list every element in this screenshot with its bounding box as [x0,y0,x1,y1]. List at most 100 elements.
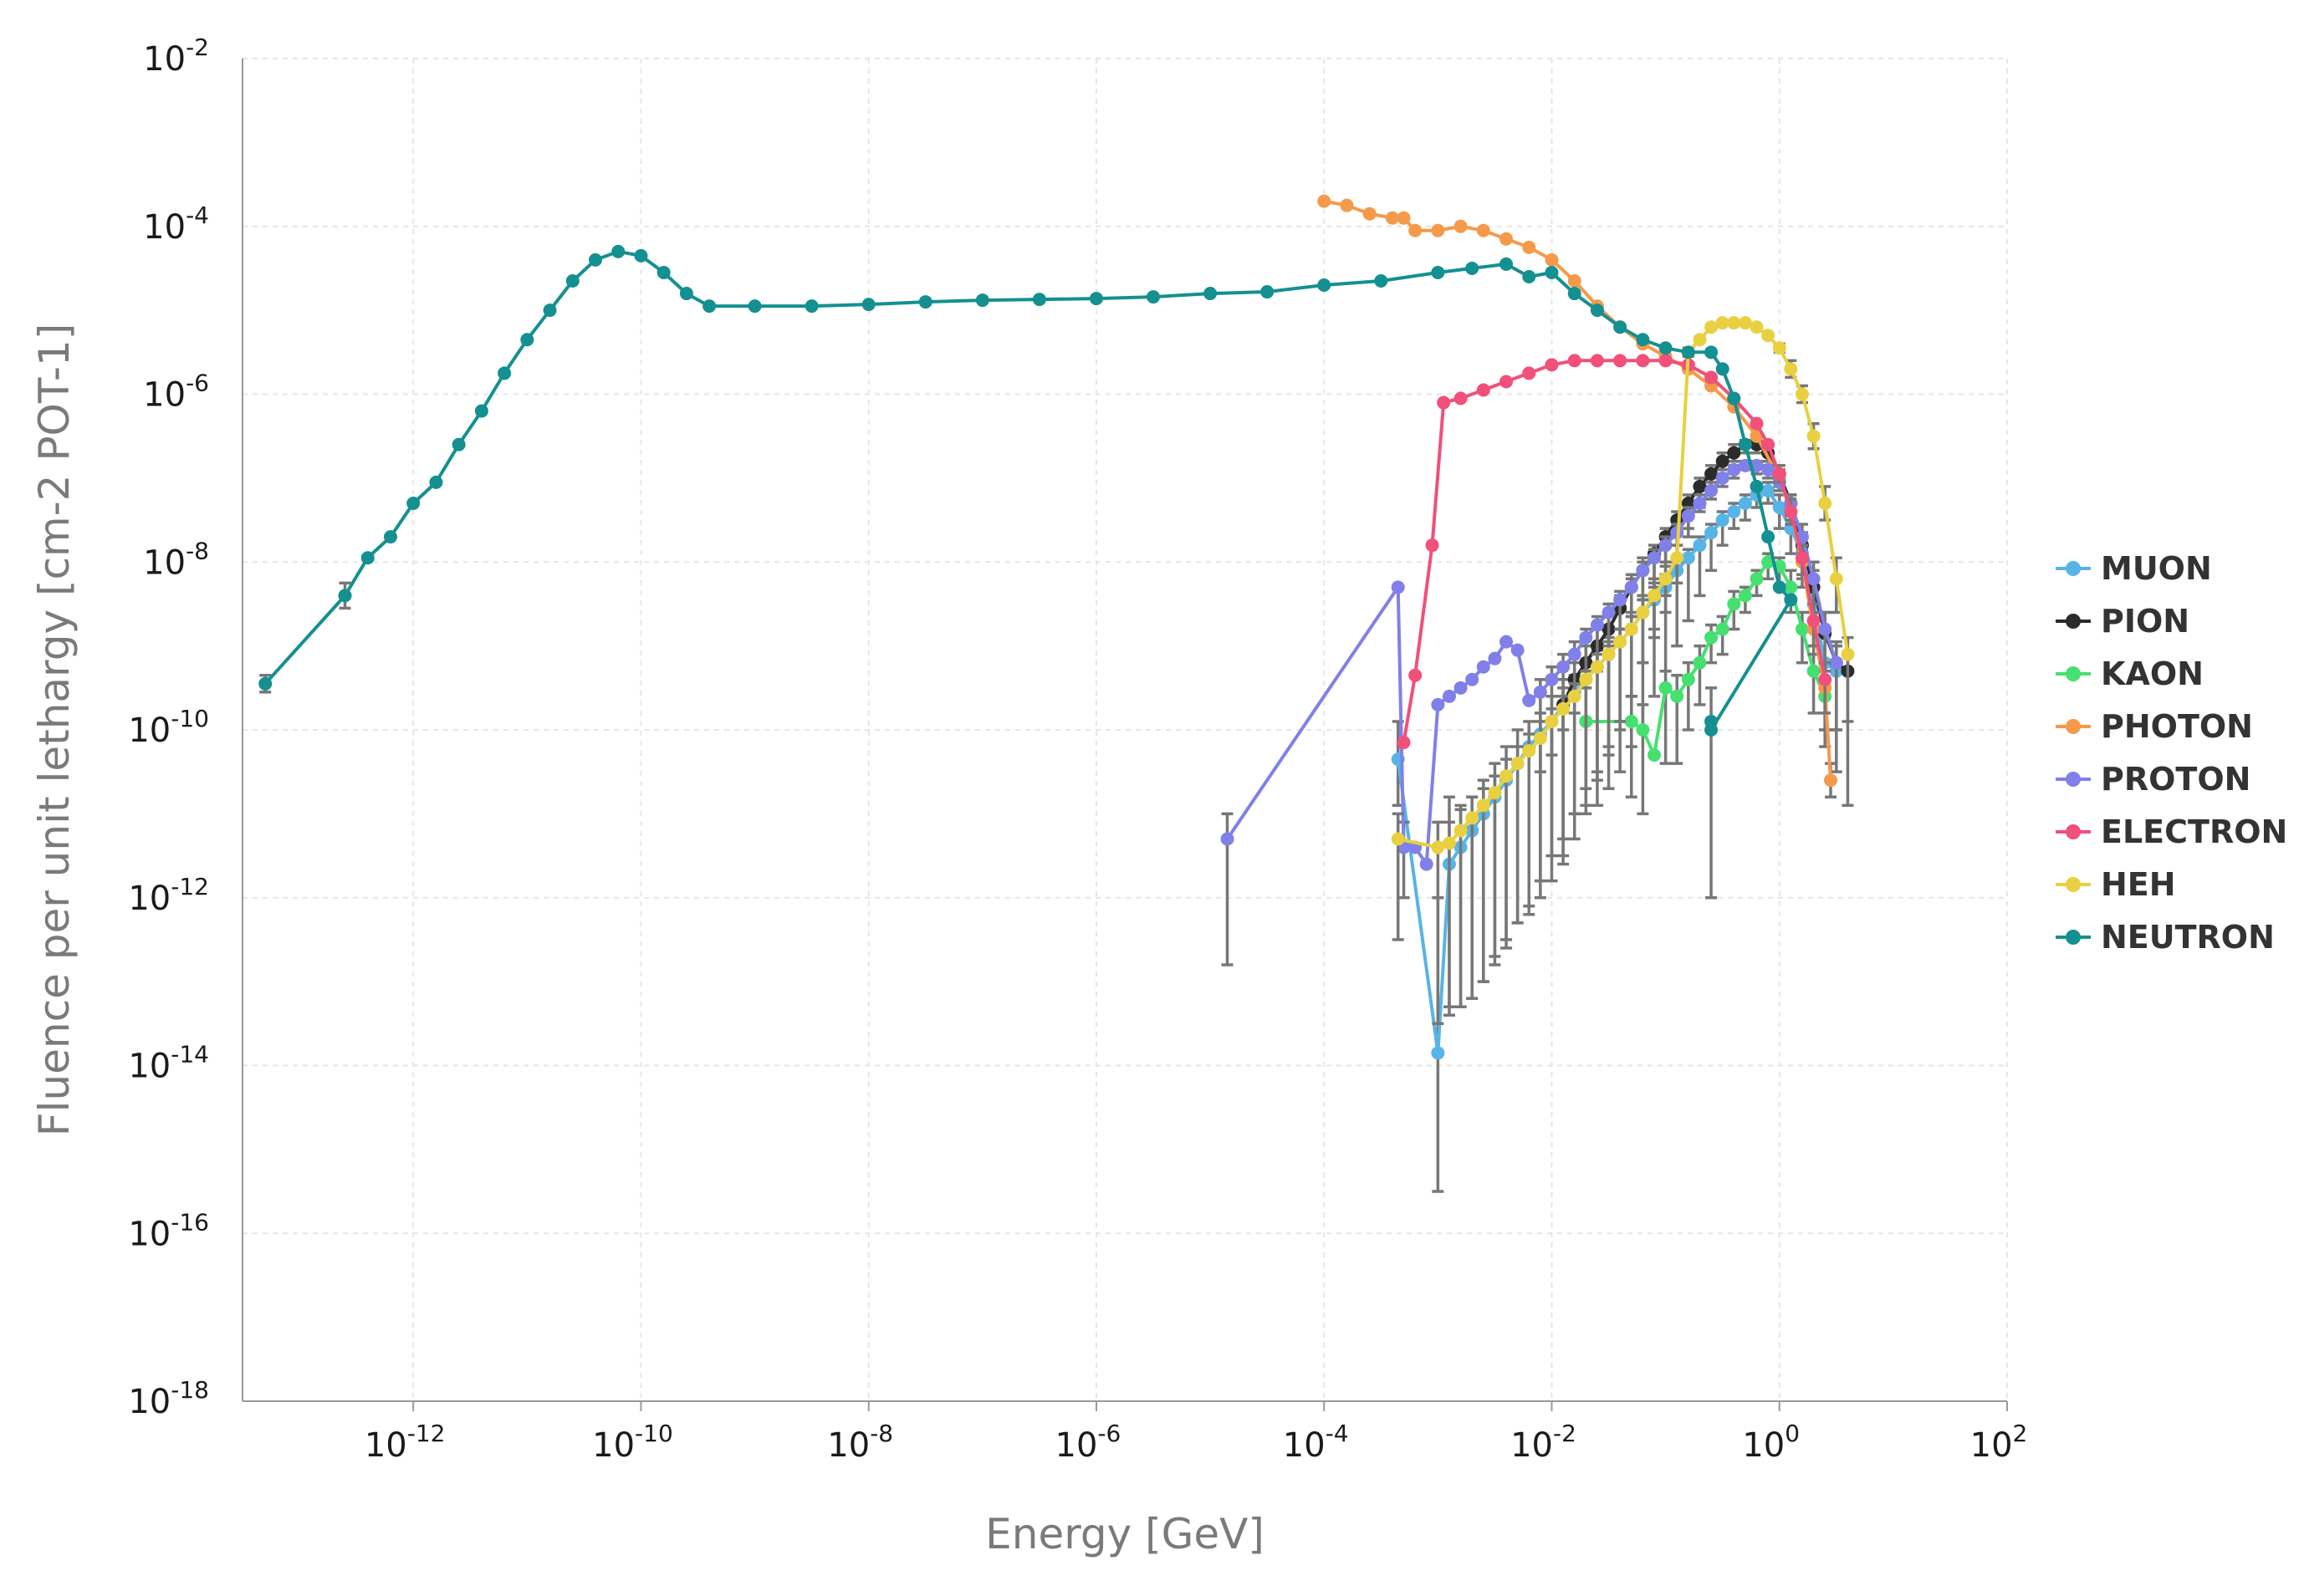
data-point[interactable] [1658,354,1673,368]
data-point[interactable] [1442,689,1456,703]
data-point[interactable] [1476,383,1490,397]
data-point[interactable] [1624,714,1638,728]
legend-item-muon[interactable]: MUON [2056,550,2212,587]
data-point[interactable] [1624,580,1638,594]
data-point[interactable] [1590,303,1604,318]
data-point[interactable] [1761,462,1775,477]
data-point[interactable] [1681,509,1695,523]
data-point[interactable] [1658,572,1673,586]
data-point[interactable] [1499,257,1514,271]
data-point[interactable] [1738,496,1752,510]
data-point[interactable] [1648,748,1661,762]
data-point[interactable] [1391,832,1405,846]
data-point[interactable] [1648,589,1661,603]
data-point[interactable] [1602,647,1616,661]
data-point[interactable] [1829,572,1843,586]
data-point[interactable] [1499,375,1514,389]
data-point[interactable] [1408,223,1423,237]
data-point[interactable] [1453,681,1468,695]
data-point[interactable] [1750,479,1764,493]
data-point[interactable] [1317,278,1331,293]
data-point[interactable] [1391,580,1405,594]
data-point[interactable] [1715,622,1729,636]
data-point[interactable] [1738,589,1752,603]
data-point[interactable] [679,287,693,301]
data-point[interactable] [1648,551,1661,565]
data-point[interactable] [1681,551,1695,565]
data-point[interactable] [918,295,932,309]
legend-item-proton[interactable]: PROTON [2056,761,2250,798]
data-point[interactable] [1220,832,1234,846]
data-point[interactable] [1613,593,1627,607]
data-point[interactable] [565,273,580,288]
data-point[interactable] [1437,395,1451,410]
data-point[interactable] [1556,660,1571,674]
data-point[interactable] [1795,551,1809,565]
legend-item-pion[interactable]: PION [2056,603,2189,640]
data-point[interactable] [1704,630,1719,645]
data-point[interactable] [1613,320,1627,334]
data-point[interactable] [1795,622,1809,636]
data-point[interactable] [1750,320,1764,334]
data-point[interactable] [1727,446,1741,460]
data-point[interactable] [1590,618,1604,632]
legend-item-electron[interactable]: ELECTRON [2056,813,2287,850]
data-point[interactable] [1750,416,1764,431]
data-point[interactable] [258,676,273,691]
data-point[interactable] [1818,496,1832,510]
data-point[interactable] [1510,757,1525,771]
data-point[interactable] [1374,273,1388,288]
data-point[interactable] [1260,285,1275,299]
data-point[interactable] [1681,672,1695,686]
data-point[interactable] [1727,316,1741,330]
data-point[interactable] [1488,651,1502,665]
data-point[interactable] [1431,223,1445,237]
data-point[interactable] [1147,290,1161,304]
data-point[interactable] [1658,538,1673,553]
data-point[interactable] [1784,505,1798,519]
data-point[interactable] [1658,681,1673,695]
data-point[interactable] [1824,773,1837,788]
data-point[interactable] [611,244,626,258]
data-point[interactable] [1715,362,1729,376]
data-point[interactable] [1385,211,1399,225]
data-point[interactable] [1476,798,1490,813]
data-point[interactable] [1715,316,1729,330]
data-point[interactable] [1738,316,1752,330]
data-point[interactable] [1567,689,1581,703]
data-point[interactable] [1658,341,1673,355]
data-point[interactable] [1602,605,1616,620]
data-point[interactable] [702,299,717,314]
data-point[interactable] [1806,572,1821,586]
data-point[interactable] [1567,354,1581,368]
data-point[interactable] [1340,198,1354,212]
legend-item-heh[interactable]: HEH [2056,866,2176,903]
data-point[interactable] [1693,333,1707,347]
data-point[interactable] [1590,660,1604,674]
data-point[interactable] [1465,261,1479,275]
data-point[interactable] [1397,736,1411,750]
data-point[interactable] [1727,505,1741,519]
data-point[interactable] [1203,287,1218,301]
data-point[interactable] [748,299,762,314]
data-point[interactable] [543,303,557,318]
data-point[interactable] [1704,467,1719,481]
data-point[interactable] [1545,358,1559,372]
data-point[interactable] [1545,672,1559,686]
data-point[interactable] [1510,643,1525,657]
data-point[interactable] [1419,857,1433,871]
data-point[interactable] [429,475,443,489]
data-point[interactable] [1727,462,1741,477]
data-point[interactable] [1693,496,1707,510]
data-point[interactable] [1818,672,1832,686]
data-point[interactable] [1533,685,1547,699]
data-point[interactable] [1567,647,1581,661]
data-point[interactable] [1784,362,1798,376]
data-point[interactable] [1431,1046,1445,1060]
data-point[interactable] [1693,538,1707,553]
data-point[interactable] [1704,320,1719,334]
data-point[interactable] [1522,240,1536,254]
data-point[interactable] [1772,580,1786,594]
data-point[interactable] [1681,345,1695,359]
data-point[interactable] [1556,701,1571,716]
